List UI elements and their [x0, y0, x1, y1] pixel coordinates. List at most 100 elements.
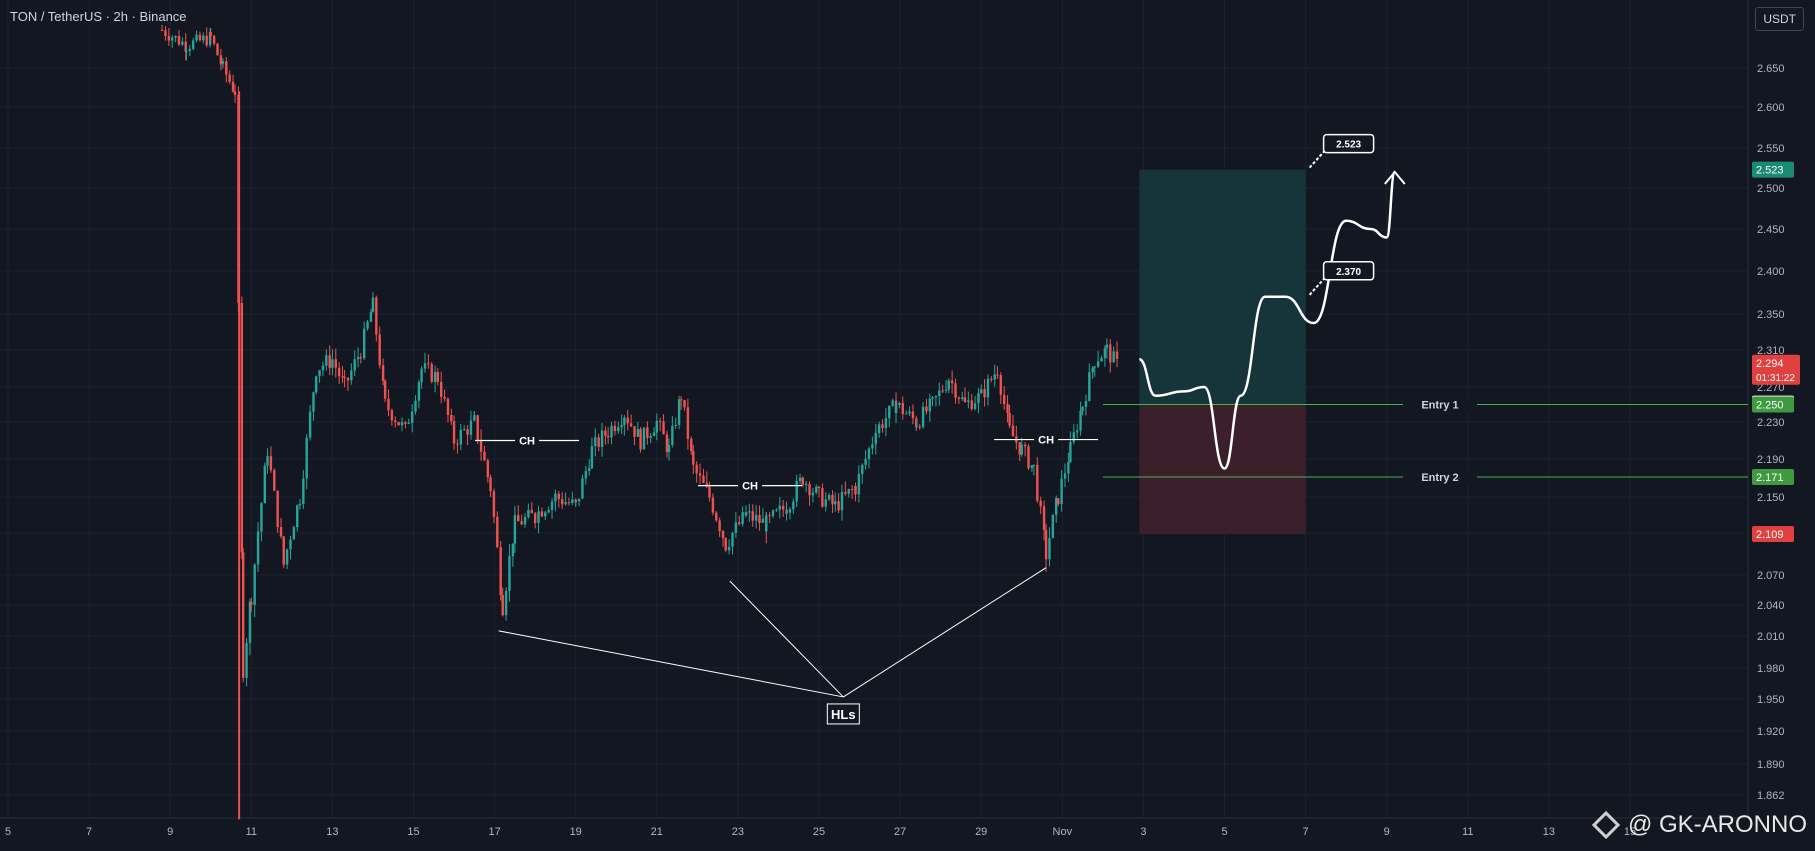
- candle-body: [1109, 344, 1112, 363]
- price-badge-entry-bg: [1752, 469, 1794, 486]
- candle-body: [721, 531, 725, 539]
- time-tick-label: 13: [1543, 826, 1555, 838]
- candle-body: [633, 426, 636, 437]
- watermark-text: @ GK-ARONNO: [1627, 811, 1807, 838]
- candle-body: [986, 378, 990, 398]
- candle-body: [961, 397, 964, 400]
- candle-body: [954, 383, 957, 398]
- candle-body: [397, 421, 400, 426]
- candle-body: [483, 451, 486, 461]
- price-tick-label: 2.350: [1757, 309, 1785, 321]
- candle-body: [996, 374, 999, 376]
- candle-body: [847, 488, 850, 494]
- candle-body: [312, 392, 315, 412]
- price-tick-label: 2.310: [1757, 345, 1785, 357]
- symbol-title: TON / TetherUS · 2h · Binance: [8, 9, 189, 24]
- candle-body: [273, 470, 276, 491]
- candle-body: [973, 403, 977, 410]
- price-tick-label: 1.920: [1757, 726, 1785, 738]
- candle-body: [1055, 498, 1058, 515]
- candle-body: [588, 468, 591, 471]
- candle-body: [479, 440, 483, 452]
- candle-body: [652, 432, 656, 436]
- hl-line-1: [498, 630, 844, 698]
- candle-body: [639, 429, 642, 450]
- candle-body: [901, 402, 905, 415]
- candle-body: [744, 512, 748, 516]
- candle-body: [934, 395, 938, 398]
- candle-body: [1011, 425, 1015, 437]
- candle-body: [540, 511, 544, 517]
- candle-body: [827, 494, 831, 500]
- candle-body: [918, 426, 921, 428]
- candle-body: [446, 398, 450, 416]
- candle-body: [185, 50, 188, 52]
- stop-zone[interactable]: [1139, 404, 1306, 535]
- candle-body: [690, 438, 693, 452]
- candle-body: [177, 36, 181, 45]
- candle-body: [884, 418, 888, 429]
- price-tick-label: 2.150: [1757, 492, 1785, 504]
- candle-body: [508, 556, 511, 592]
- candle-body: [560, 499, 564, 505]
- candle-body: [808, 483, 811, 496]
- candle-body: [1067, 461, 1070, 474]
- candle-body: [547, 509, 550, 513]
- time-tick-label: 15: [1624, 826, 1636, 838]
- ch-label: CH: [1038, 435, 1054, 447]
- candle-body: [334, 359, 337, 368]
- projection-path[interactable]: [1138, 170, 1397, 470]
- candle-body: [350, 370, 353, 381]
- candle-body: [662, 421, 665, 435]
- candle-body: [404, 422, 407, 424]
- candle-body: [610, 425, 613, 438]
- candle-body: [1023, 444, 1027, 447]
- time-tick-label: 7: [86, 826, 92, 838]
- candle-body: [276, 490, 279, 528]
- time-tick-label: 23: [732, 826, 744, 838]
- candle-body: [970, 400, 973, 410]
- candle-body: [269, 456, 273, 471]
- callout-box-1[interactable]: [1322, 133, 1375, 154]
- candle-body: [228, 74, 231, 82]
- candle-body: [867, 448, 871, 459]
- candle-body: [584, 470, 588, 479]
- candle-body: [245, 642, 248, 678]
- time-tick-label: 5: [5, 826, 11, 838]
- currency-button[interactable]: USDT: [1755, 7, 1804, 31]
- candle-body: [1039, 500, 1042, 507]
- candle-body: [864, 458, 867, 465]
- candle-body: [604, 430, 607, 436]
- candle-body: [308, 411, 312, 438]
- price-tick-label: 2.650: [1757, 63, 1785, 75]
- candle-body: [1032, 464, 1036, 466]
- candle-body: [430, 364, 433, 382]
- candle-body: [811, 492, 815, 496]
- candle-body: [1093, 366, 1096, 368]
- target-zone[interactable]: [1139, 169, 1306, 405]
- binance-diamond-icon: [1591, 810, 1621, 840]
- candle-body: [381, 365, 385, 381]
- candle-body: [665, 434, 669, 452]
- candle-body: [950, 380, 954, 384]
- price-tick-label: 1.890: [1757, 759, 1785, 771]
- candle-body: [469, 420, 473, 435]
- candle-body: [999, 375, 1002, 395]
- candle-body: [511, 543, 515, 557]
- callout-box-2[interactable]: [1322, 261, 1375, 281]
- callout-text-1: 2.523: [1336, 140, 1361, 151]
- candle-body: [233, 91, 237, 95]
- time-tick-label: 11: [1462, 826, 1473, 838]
- candle-body: [456, 443, 459, 445]
- candle-body: [574, 501, 577, 503]
- candle-body: [928, 398, 932, 412]
- time-tick-label: 9: [167, 826, 173, 838]
- candle-body: [160, 30, 164, 31]
- candle-body: [1091, 367, 1094, 373]
- candle-body: [781, 505, 785, 510]
- candle-body: [1096, 361, 1100, 367]
- candle-body: [1006, 403, 1009, 413]
- candle-body: [606, 435, 610, 438]
